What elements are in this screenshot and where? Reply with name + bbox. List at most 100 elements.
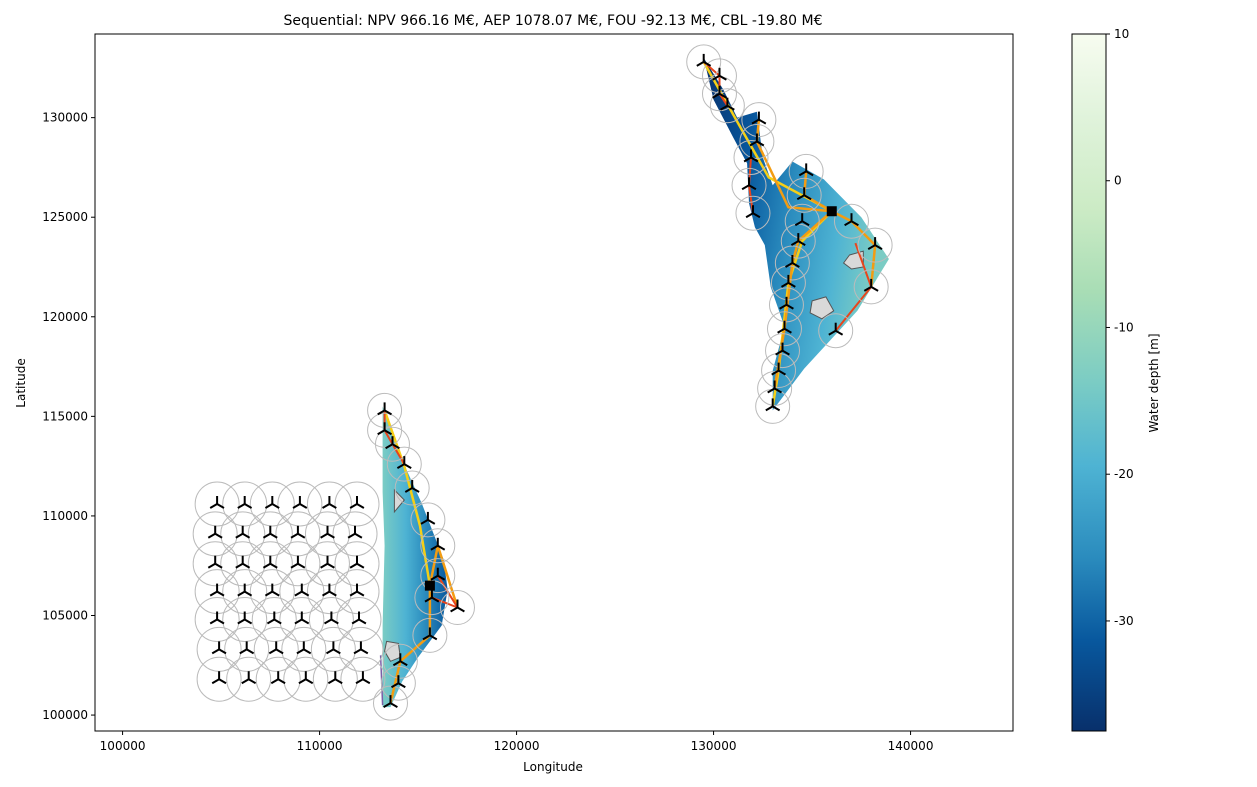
turbine-radius (420, 558, 456, 594)
turbine-icon (867, 237, 883, 250)
turbine-icon (749, 133, 765, 147)
turbine-icon (211, 641, 227, 655)
turbine-icon (392, 653, 408, 667)
turbine-radius (382, 643, 418, 679)
turbine-icon (712, 67, 727, 81)
turbine-icon (420, 511, 436, 525)
turbine-icon (270, 671, 286, 685)
colorbar-gradient (1071, 33, 1107, 732)
turbine-icon (719, 97, 735, 111)
turbine-icon (385, 436, 400, 450)
turbine-icon (321, 496, 337, 509)
turbine-icon (320, 525, 335, 539)
colorbar-ticks: 10 0 -10 -20 -30 (1106, 27, 1134, 628)
turbine-radius (336, 596, 382, 642)
turbine-radius (741, 102, 777, 138)
turbine-icon (235, 525, 251, 539)
exclusion-zone (842, 250, 864, 270)
turbine-icon (355, 671, 371, 685)
turbine-radius (439, 590, 475, 626)
turbine-icon (775, 342, 790, 356)
turbine-radius (731, 167, 767, 203)
colorbar-label: Water depth [m] (1147, 333, 1161, 432)
turbine-icon (696, 53, 712, 67)
turbine-icon (294, 583, 310, 597)
turbine-icon (298, 671, 314, 685)
turbine-icon (844, 213, 859, 227)
turbine-radius (857, 227, 893, 263)
colorbar-tick-label: -10 (1114, 320, 1134, 334)
turbine-icon (323, 611, 339, 625)
turbine-icon (349, 583, 365, 597)
turbine-icon (779, 296, 794, 310)
turbine-icon (751, 111, 767, 125)
turbine-icon (294, 611, 310, 625)
cable-route (383, 410, 406, 465)
plot-frame (94, 33, 1014, 732)
turbine-radius (226, 656, 272, 702)
colorbar-tick-label: 10 (1114, 27, 1129, 41)
turbine-icon (296, 641, 312, 655)
turbine-radius (765, 333, 801, 369)
turbine-radius (224, 626, 270, 672)
turbine-radius (251, 596, 297, 642)
x-tick-label: 110000 (297, 739, 343, 753)
turbine-radius (768, 287, 804, 323)
turbine-radius (334, 569, 380, 615)
turbine-radius (306, 569, 352, 615)
cable-route (389, 585, 432, 704)
turbine-icon (377, 402, 393, 416)
turbine-icon (798, 163, 814, 177)
turbine-radius (686, 44, 722, 80)
turbine-radius (412, 617, 448, 653)
turbine-icon (209, 583, 225, 597)
y-tick-label: 105000 (42, 608, 88, 622)
turbine-radius (283, 656, 329, 702)
turbine-radius (279, 596, 325, 642)
turbine-radius (735, 195, 771, 231)
y-axis: 100000 105000 110000 115000 120000 125000 1300… (42, 111, 95, 722)
turbine-radius (194, 596, 240, 642)
turbine-radius (310, 626, 356, 672)
plot-area (95, 34, 1013, 731)
turbine-icon (767, 380, 783, 394)
x-tick-label: 130000 (691, 739, 737, 753)
turbine-radius (247, 541, 293, 587)
x-tick-label: 100000 (100, 739, 146, 753)
turbine-radius (853, 269, 889, 305)
turbine-icon (351, 611, 367, 625)
turbine-icon (450, 599, 465, 613)
turbine-radius (306, 481, 352, 527)
x-tick-label: 140000 (888, 739, 934, 753)
turbine-radius (833, 203, 869, 239)
turbine-icon (327, 671, 343, 685)
turbine-radius (312, 656, 358, 702)
turbine-icon (712, 85, 727, 99)
turbine-icon (743, 149, 759, 163)
turbine-radius (253, 626, 299, 672)
turbine-icon (292, 496, 308, 509)
turbine-icon (745, 205, 761, 219)
turbine-icon (209, 611, 225, 625)
turbine-icon (264, 583, 280, 597)
turbine-icon (741, 177, 757, 191)
turbine-icon (241, 671, 257, 685)
turbine-icon (262, 555, 278, 569)
turbine-icon (430, 567, 446, 581)
turbine-icon (777, 320, 792, 334)
turbine-radius (372, 685, 408, 721)
colorbar-tick-label: -30 (1114, 614, 1134, 628)
chart-title: Sequential: NPV 966.16 M€, AEP 1078.07 M… (283, 13, 822, 29)
y-axis-label: Latitude (14, 358, 28, 407)
turbine-icon (349, 555, 365, 569)
turbine-icon (863, 278, 879, 292)
turbine-icon (390, 675, 406, 689)
y-tick-label: 100000 (42, 708, 88, 722)
colorbar-tick-label: -20 (1114, 467, 1134, 481)
colorbar-tick-label: 0 (1114, 174, 1122, 188)
substation-marker (826, 206, 837, 217)
turbine-radius (374, 426, 410, 462)
cable-route (383, 409, 432, 586)
x-tick-label: 120000 (494, 739, 540, 753)
exclusion-zone (384, 640, 401, 662)
